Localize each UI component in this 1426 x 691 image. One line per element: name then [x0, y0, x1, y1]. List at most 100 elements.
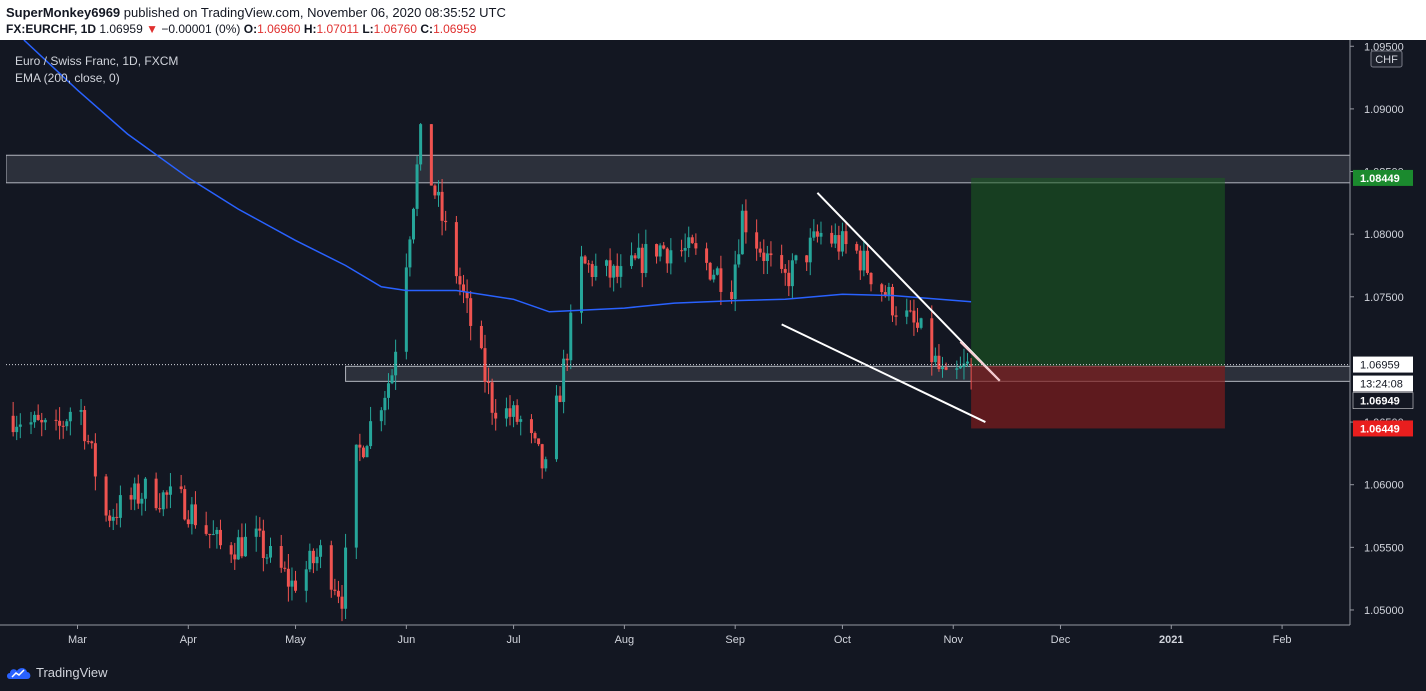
candle-body: [615, 265, 619, 277]
candle-body: [590, 264, 594, 278]
candle-body: [183, 489, 187, 520]
author-name[interactable]: SuperMonkey6969: [6, 5, 121, 20]
candle-body: [765, 253, 769, 261]
down-arrow-icon: ▼: [146, 22, 158, 36]
candle-body: [808, 237, 812, 263]
wedge-trendline-extension: [959, 341, 1001, 382]
candle-body: [858, 250, 862, 271]
candle-body: [118, 495, 122, 518]
candle-body: [633, 255, 637, 259]
publication-line: SuperMonkey6969 published on TradingView…: [6, 5, 506, 20]
candle-body: [33, 414, 37, 423]
candle-body: [533, 433, 537, 439]
candle-body: [540, 444, 544, 469]
candle-body: [129, 495, 133, 500]
candle-body: [869, 272, 873, 285]
close-label: C:: [420, 22, 434, 36]
candle-body: [233, 554, 237, 560]
candle-body: [512, 405, 516, 417]
candle-body: [762, 252, 766, 261]
candle-body: [386, 383, 390, 398]
tradingview-logo[interactable]: TradingView: [6, 665, 108, 680]
candle-body: [479, 325, 483, 349]
candle-body: [358, 444, 362, 448]
candle-body: [43, 419, 47, 423]
candle-body: [36, 414, 40, 420]
currency-badge[interactable]: CHF: [1370, 50, 1403, 68]
candle-body: [830, 232, 834, 244]
candle-body: [204, 525, 208, 534]
last-price-value: 1.06959: [99, 22, 143, 36]
instrument-title[interactable]: Euro / Swiss Franc, 1D, FXCM: [15, 54, 179, 68]
candle-body: [190, 504, 194, 525]
candle-body: [955, 368, 959, 370]
candle-body: [211, 534, 215, 536]
stop-zone[interactable]: [971, 365, 1225, 429]
candle-body: [465, 292, 469, 299]
candle-body: [243, 536, 247, 557]
cloud-icon: [7, 667, 31, 679]
candle-body: [844, 231, 848, 245]
candle-body: [787, 272, 791, 287]
candle-body: [708, 262, 712, 280]
candle-body: [780, 255, 784, 269]
candle-body: [294, 580, 298, 591]
publication-header: SuperMonkey6969 published on TradingView…: [0, 0, 1426, 40]
candle-body: [236, 537, 240, 560]
ema-indicator-label[interactable]: EMA (200, close, 0): [15, 71, 120, 85]
candle-body: [883, 292, 887, 297]
high-label: H:: [303, 22, 317, 36]
candle-body: [68, 411, 72, 422]
stop-price-tag: 1.06449: [1353, 420, 1413, 437]
time-tick-label: Jun: [397, 634, 415, 646]
candle-body: [919, 318, 923, 328]
candle-body: [186, 519, 190, 525]
candle-body: [115, 516, 119, 518]
price-tick-label: 1.05000: [1364, 605, 1404, 617]
candle-body: [619, 266, 623, 277]
candle-body: [208, 533, 212, 535]
candle-body: [944, 367, 948, 370]
candle-body: [90, 441, 94, 444]
candle-body: [880, 284, 884, 293]
candle-body: [905, 310, 909, 317]
countdown-price-tag-box: [1353, 375, 1413, 392]
low-value: 1.06760: [373, 22, 418, 36]
candle-body: [655, 244, 659, 257]
last-price-tag-box: [1353, 356, 1413, 373]
candle-body: [508, 408, 512, 417]
price-chart[interactable]: 1.05000 1.05500 1.06000 1.07500 1.08000 1.090…: [0, 40, 1426, 655]
candle-body: [161, 492, 165, 510]
time-tick-label: Dec: [1051, 634, 1071, 646]
candle-body: [54, 419, 58, 421]
candle-body: [154, 478, 158, 509]
candle-body: [862, 250, 866, 271]
price-tick-label: 1.05500: [1364, 542, 1404, 554]
currency-badge-box: [1370, 50, 1403, 68]
candle-body: [193, 504, 197, 526]
candle-body: [887, 286, 891, 297]
candle-body: [304, 569, 308, 591]
candle-body: [837, 235, 841, 252]
ema-line: [23, 40, 972, 313]
candle-body: [587, 263, 591, 265]
candle-body: [333, 589, 337, 591]
candle-body: [158, 508, 162, 510]
price-tick-label: 1.08000: [1364, 229, 1404, 241]
candle-body: [630, 255, 634, 267]
candle-body: [608, 260, 612, 278]
time-tick-label: Nov: [943, 634, 963, 646]
price-tick-label: 1.09500: [1364, 41, 1404, 53]
target-zone[interactable]: [971, 177, 1225, 366]
candle-body: [662, 245, 666, 249]
candle-body: [487, 381, 491, 383]
published-text: published on TradingView.com, November 0…: [123, 5, 506, 20]
candle-body: [329, 545, 333, 590]
wedge-trendline-2[interactable]: [781, 323, 986, 423]
candle-body: [665, 248, 669, 264]
candle-body: [437, 191, 441, 196]
candle-body: [404, 267, 408, 352]
candle-body: [290, 580, 294, 587]
countdown-price-tag: 13:24:08: [1353, 375, 1413, 392]
candle-body: [504, 408, 508, 419]
